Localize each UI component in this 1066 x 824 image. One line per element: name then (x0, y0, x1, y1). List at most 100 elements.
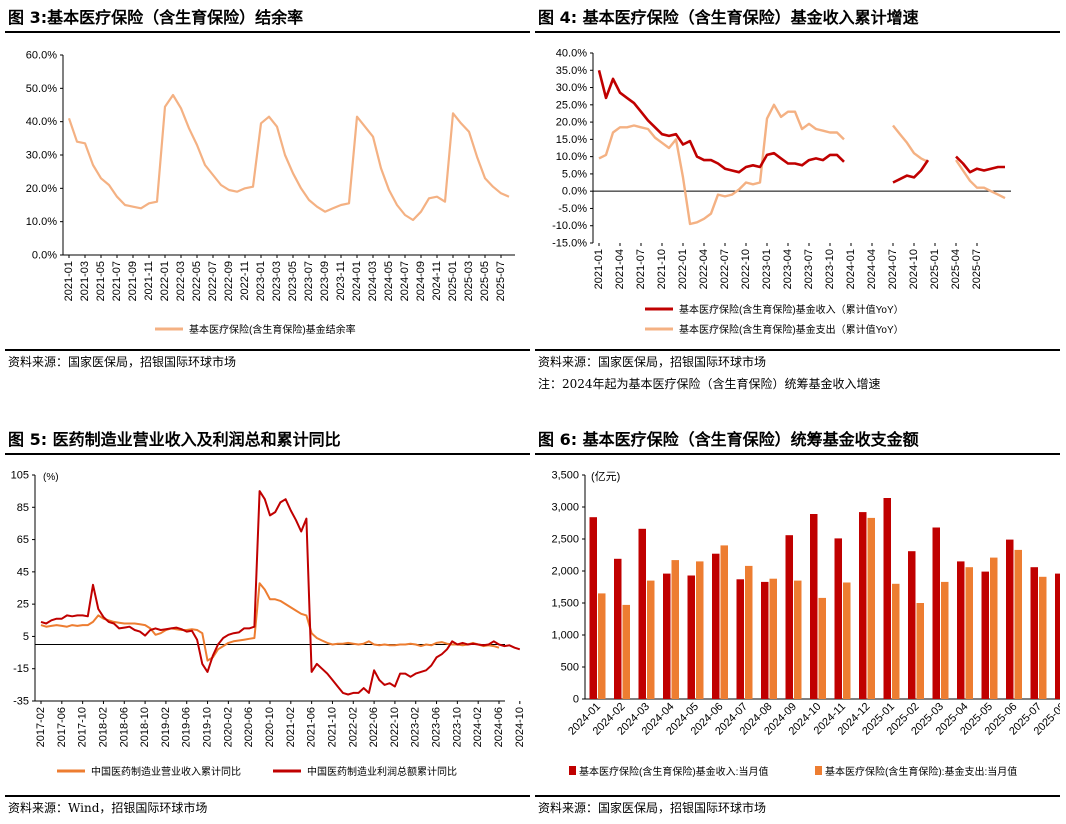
bar-expense (598, 593, 606, 699)
bar-expense (892, 583, 900, 699)
x-tick-label: 2024-05 (383, 261, 395, 301)
x-tick-label: 2023-07 (803, 249, 815, 289)
series-line-expense-yoy (598, 103, 1006, 226)
bar-expense (916, 603, 924, 699)
x-tick-label: 2025-01 (929, 249, 941, 289)
bar-income (614, 558, 622, 699)
y-tick-label: 30.0% (556, 82, 587, 94)
x-tick-label: 2023-11 (335, 261, 347, 301)
x-tick-label: 2023-01 (255, 261, 267, 301)
x-tick-label: 2021-01 (593, 249, 605, 289)
series-line-balance-rate (67, 93, 510, 222)
x-tick-label: 2022-06 (368, 707, 380, 747)
panel-title: 图 4: 基本医疗保险（含生育保险）基金收入累计增速 (535, 5, 1060, 33)
chart-fig4: -15.0% -10.0% -5.0% 0.0% 5.0% 10.0% 15.0% 20.0%… (552, 48, 1011, 336)
bar-expense (1039, 576, 1047, 699)
x-tick-label: 2022-04 (698, 249, 710, 289)
x-tick-label: 2024-07 (887, 249, 899, 289)
y-tick-label: 35.0% (556, 65, 587, 77)
y-tick-label: 40.0% (26, 116, 57, 128)
y-tick-label: 3,000 (551, 502, 579, 514)
bar-income (761, 581, 769, 699)
bar-expense (941, 581, 949, 699)
y-axis-unit: (%) (43, 472, 59, 483)
x-tick-label: 2023-05 (287, 261, 299, 301)
x-tick-label: 2025-04 (950, 249, 962, 289)
x-tick-label: 2021-09 (127, 261, 139, 301)
y-tick-label: 30.0% (26, 150, 57, 162)
x-tick-label: 2019-06 (181, 707, 193, 747)
x-tick-label: 2020-10 (264, 707, 276, 747)
bar-income (638, 528, 646, 699)
x-tick-label: 2023-10 (824, 249, 836, 289)
x-tick-label: 2023-06 (431, 707, 443, 747)
x-tick-label: 2025-03 (463, 261, 475, 301)
x-tick-label: 2022-03 (175, 261, 187, 301)
source-note: 资料来源：Wind，招银国际环球市场 (5, 795, 530, 819)
x-tick-label: 2021-04 (614, 249, 626, 289)
x-tick-label: 2025-05 (479, 261, 491, 301)
y-tick-label: -5.0% (558, 203, 587, 215)
bar-income (834, 538, 842, 699)
x-tick-label: 2024-06 (493, 707, 505, 747)
x-tick-label: 2023-01 (761, 249, 773, 289)
y-tick-label: 1,500 (551, 598, 579, 610)
bar-income (957, 561, 965, 699)
x-tick-label: 2022-07 (207, 261, 219, 301)
bar-income (663, 573, 671, 699)
x-tick-label: 2021-10 (656, 249, 668, 289)
y-tick-label: 3,500 (551, 470, 579, 482)
x-tick-label: 2021-11 (143, 261, 155, 301)
x-tick-label: 2025-07 (971, 249, 983, 289)
x-tick-label: 2023-10 (451, 707, 463, 747)
bar-income (589, 517, 597, 699)
legend-revenue-yoy-label: 中国医药制造业营业收入累计同比 (91, 765, 241, 778)
x-tick-label: 2021-02 (285, 707, 297, 747)
legend-expense-monthly-swatch (815, 766, 822, 775)
chart-fig5: -35 -15 5 25 45 65 85 105 (%) 2017-02 2017-06 2017-… (11, 470, 526, 779)
x-tick-label: 2021-06 (306, 707, 318, 747)
y-tick-label: 20.0% (26, 183, 57, 195)
bar-income (883, 498, 891, 699)
y-tick-label: 50.0% (26, 83, 57, 95)
x-tick-label: 2024-01 (845, 249, 857, 289)
y-axis-unit: (亿元) (591, 470, 620, 483)
x-tick-label: 2021-03 (79, 261, 91, 301)
bar-expense (990, 557, 998, 699)
y-tick-label: 45 (17, 566, 29, 578)
panel-title: 图 6: 基本医疗保险（含生育保险）统筹基金收支金额 (535, 427, 1060, 455)
bar-expense (769, 578, 777, 699)
bar-expense (745, 565, 753, 699)
x-tick-label: 2017-02 (35, 707, 47, 747)
source-note: 资料来源：国家医保局，招银国际环球市场 (5, 349, 530, 373)
bar-income (932, 527, 940, 699)
y-tick-label: 40.0% (556, 48, 587, 60)
panel-title: 图 3:基本医疗保险（含生育保险）结余率 (5, 5, 530, 33)
x-tick-label: 2018-02 (97, 707, 109, 747)
y-tick-label: 0 (573, 694, 579, 706)
y-tick-label: 500 (561, 662, 579, 674)
bar-expense (671, 560, 679, 699)
y-tick-label: 0.0% (32, 250, 57, 262)
bar-income (981, 571, 989, 699)
panel-fig3: 图 3:基本医疗保险（含生育保险）结余率 0.0% 10.0% 20.0% 30.0%… (5, 5, 530, 373)
bar-income (810, 514, 818, 699)
legend-expense-monthly-label: 基本医疗保险(含生育保险):基金支出:当月值 (825, 765, 1017, 778)
y-tick-label: 65 (17, 534, 29, 546)
y-tick-label: -35 (13, 696, 29, 708)
y-tick-label: -15.0% (552, 238, 587, 250)
x-tick-label: 2017-06 (56, 707, 68, 747)
y-tick-label: 5 (23, 631, 29, 643)
bar-expense (965, 567, 973, 699)
y-tick-label: 20.0% (556, 117, 587, 129)
x-tick-label: 2024-02 (472, 707, 484, 747)
bar-income (859, 512, 867, 699)
x-tick-label: 2021-01 (63, 261, 75, 301)
x-tick-label: 2021-07 (111, 261, 123, 301)
chart-fig3: 0.0% 10.0% 20.0% 30.0% 40.0% 50.0% 60.0% 2021-0… (26, 50, 515, 336)
x-tick-label: 2022-09 (223, 261, 235, 301)
bar-expense (843, 582, 851, 699)
x-tick-label: 2022-02 (347, 707, 359, 747)
series-line-profit-yoy (40, 490, 521, 696)
